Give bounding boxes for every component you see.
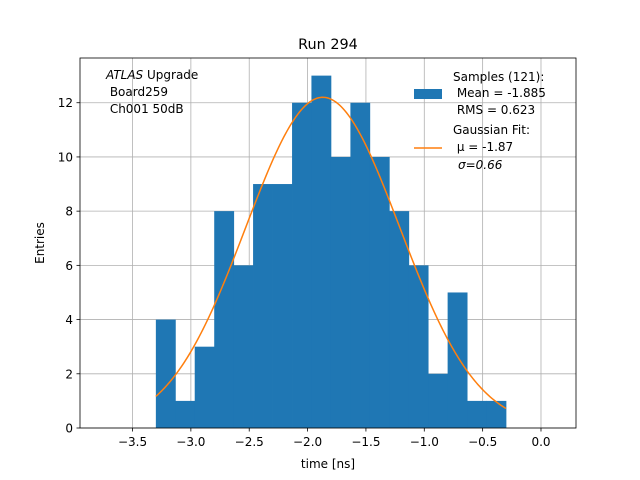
histogram-bar bbox=[369, 156, 390, 428]
histogram-bar bbox=[467, 400, 487, 428]
histogram-bars bbox=[155, 75, 507, 428]
histogram-bar bbox=[408, 265, 429, 428]
annotation-line-1: ATLAS Upgrade bbox=[105, 68, 198, 82]
y-tick-label: 2 bbox=[65, 367, 73, 381]
y-tick-label: 8 bbox=[65, 205, 73, 219]
histogram-bar bbox=[330, 156, 351, 428]
x-tick-label: 0.0 bbox=[531, 435, 550, 449]
chart-title: Run 294 bbox=[298, 37, 358, 53]
histogram-bar bbox=[350, 102, 371, 428]
histogram-bar bbox=[447, 292, 468, 428]
histogram-bar bbox=[194, 346, 215, 428]
legend-samples-line-2: Mean = -1.885 bbox=[453, 86, 546, 100]
plot-frame bbox=[79, 57, 577, 429]
legend-fit-line-2: μ = -1.87 bbox=[453, 140, 513, 154]
x-tick-label: −2.0 bbox=[293, 435, 322, 449]
legend: Samples (121): Mean = -1.885 RMS = 0.623… bbox=[414, 70, 546, 172]
x-tick-label: −3.5 bbox=[118, 435, 147, 449]
histogram-bar bbox=[389, 211, 410, 428]
histogram-bar bbox=[486, 400, 507, 428]
annotation-atlas: ATLAS bbox=[105, 68, 144, 82]
annotation-line-2: Board259 bbox=[106, 85, 168, 99]
x-axis-label: time [ns] bbox=[301, 457, 355, 471]
annotation-line-3: Ch001 50dB bbox=[106, 102, 184, 116]
y-tick-label: 0 bbox=[65, 422, 73, 436]
annotation-block: ATLAS Upgrade Board259 Ch001 50dB bbox=[105, 68, 198, 116]
y-axis-label: Entries bbox=[33, 222, 47, 264]
histogram-bar bbox=[155, 319, 176, 428]
gaussian-fit-curve bbox=[155, 96, 507, 410]
x-tick-label: −1.5 bbox=[351, 435, 380, 449]
y-tick-label: 12 bbox=[58, 96, 73, 110]
x-tick-label: −2.5 bbox=[235, 435, 264, 449]
histogram-bar bbox=[292, 102, 312, 428]
legend-samples-line-1: Samples (121): bbox=[453, 70, 544, 84]
annotation-upgrade: Upgrade bbox=[143, 68, 198, 82]
histogram-bar bbox=[214, 211, 235, 428]
histogram-bar bbox=[175, 400, 196, 428]
legend-fit-line-1: Gaussian Fit: bbox=[453, 123, 530, 137]
x-axis-ticks: −3.5 −3.0 −2.5 −2.0 −1.5 −1.0 −0.5 0.0 bbox=[118, 428, 551, 449]
histogram-bar bbox=[253, 184, 273, 428]
histogram-bar bbox=[311, 75, 332, 428]
x-tick-label: −0.5 bbox=[468, 435, 497, 449]
y-tick-label: 4 bbox=[65, 313, 73, 327]
y-tick-label: 6 bbox=[65, 259, 73, 273]
histogram-bar bbox=[233, 265, 254, 428]
y-axis-ticks: 0 2 4 6 8 10 12 bbox=[58, 96, 80, 436]
histogram-bar bbox=[272, 184, 293, 428]
x-tick-label: −1.0 bbox=[410, 435, 439, 449]
histogram-bar bbox=[428, 373, 449, 428]
legend-samples-line-3: RMS = 0.623 bbox=[453, 103, 535, 117]
legend-samples-swatch bbox=[414, 89, 442, 99]
legend-fit-line-3: σ=0.66 bbox=[458, 158, 503, 172]
x-tick-label: −3.0 bbox=[176, 435, 205, 449]
y-tick-label: 10 bbox=[58, 150, 73, 164]
